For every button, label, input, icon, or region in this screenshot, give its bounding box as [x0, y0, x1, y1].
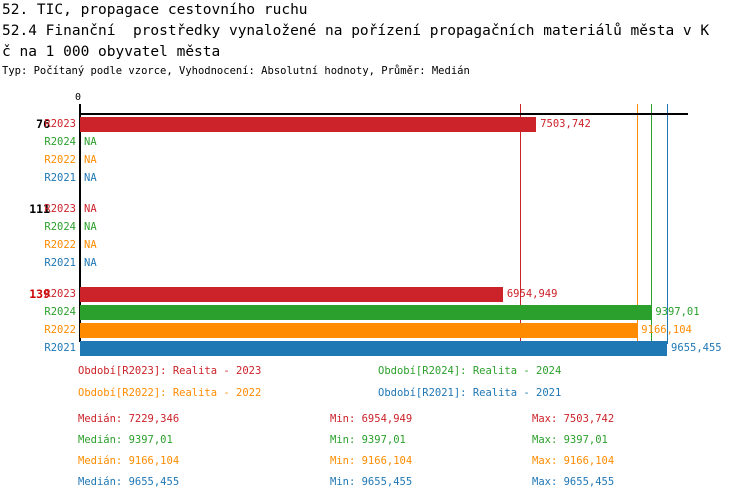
row-label-r2021: R2021	[44, 172, 76, 184]
row-label-r2021: R2021	[44, 342, 76, 354]
stat-min-r2024: Min: 9397,01	[330, 434, 406, 446]
bar-row: 76 R2023 7503,742	[0, 115, 750, 133]
bar-r2024[interactable]	[80, 305, 652, 320]
stat-min-r2023: Min: 6954,949	[330, 413, 413, 425]
stat-max-r2021: Max: 9655,455	[532, 476, 615, 488]
row-label-r2021: R2021	[44, 257, 76, 269]
bar-r2021[interactable]	[80, 341, 668, 356]
bar-value-na: NA	[84, 203, 97, 215]
median-reference-line-r2024	[651, 104, 653, 344]
stat-max-r2022: Max: 9166,104	[532, 455, 615, 467]
group-label: 139	[29, 287, 50, 301]
bar-row: R2021 NA	[0, 254, 750, 272]
stat-min-r2021: Min: 9655,455	[330, 476, 413, 488]
bar-row: R2024 9397,01	[0, 303, 750, 321]
bar-row: R2022 NA	[0, 236, 750, 254]
stat-median-r2024: Medián: 9397,01	[78, 434, 173, 446]
median-reference-line-r2021	[667, 104, 669, 344]
median-reference-line-r2022	[637, 104, 639, 344]
bar-row: R2022 9166,104	[0, 321, 750, 339]
plot-area: 0 76 R2023 7503,742 R2024 NA R2022 NA R2021 NA 11…	[0, 92, 750, 357]
bar-r2023[interactable]	[80, 117, 537, 132]
bar-value-na: NA	[84, 221, 97, 233]
legend-item-r2024: Období[R2024]: Realita - 2024	[378, 365, 562, 377]
stat-max-r2024: Max: 9397,01	[532, 434, 608, 446]
bar-row: R2024 NA	[0, 218, 750, 236]
chart-subtitle: Typ: Počítaný podle vzorce, Vyhodnocení:…	[2, 65, 470, 77]
page-title-line-2: 52.4 Finanční prostředky vynaložené na p…	[2, 23, 710, 39]
row-label-r2022: R2022	[44, 239, 76, 251]
legend-item-r2022: Období[R2022]: Realita - 2022	[78, 387, 262, 399]
bar-row: R2024 NA	[0, 133, 750, 151]
bar-value-label: 6954,949	[506, 288, 558, 300]
chart-legend: Období[R2023]: Realita - 2023 Období[R202…	[0, 362, 750, 402]
title-block: 52. TIC, propagace cestovního ruchu 52.4…	[2, 0, 748, 63]
stat-median-r2023: Medián: 7229,346	[78, 413, 180, 425]
row-label-r2024: R2024	[44, 221, 76, 233]
bar-value-label: 9166,104	[641, 324, 692, 336]
bar-row: R2022 NA	[0, 151, 750, 169]
row-label-r2024: R2024	[44, 136, 76, 148]
group-label: 111	[29, 202, 50, 216]
row-label-r2022: R2022	[44, 324, 76, 336]
stat-min-r2022: Min: 9166,104	[330, 455, 413, 467]
y-axis-line	[79, 104, 81, 342]
bar-value-na: NA	[84, 257, 97, 269]
bar-row: R2021 NA	[0, 169, 750, 187]
axis-tick-zero-label: 0	[75, 92, 82, 103]
bar-r2022[interactable]	[80, 323, 638, 338]
page-title-line-1: 52. TIC, propagace cestovního ruchu	[2, 2, 308, 18]
row-label-r2023: R2023	[44, 118, 76, 130]
legend-item-r2021: Období[R2021]: Realita - 2021	[378, 387, 562, 399]
x-axis-line	[79, 113, 688, 115]
stat-median-r2021: Medián: 9655,455	[78, 476, 180, 488]
bar-value-na: NA	[84, 154, 97, 166]
bar-row: R2021 9655,455	[0, 339, 750, 357]
row-label-r2022: R2022	[44, 154, 76, 166]
bar-row: 111 R2023 NA	[0, 200, 750, 218]
bar-value-na: NA	[84, 172, 97, 184]
bar-row: 139 R2023 6954,949	[0, 285, 750, 303]
bar-value-label: 9397,01	[655, 306, 700, 318]
stat-median-r2022: Medián: 9166,104	[78, 455, 180, 467]
bar-value-label: 7503,742	[540, 118, 591, 130]
stat-max-r2023: Max: 7503,742	[532, 413, 615, 425]
group-label: 76	[36, 117, 50, 131]
legend-item-r2023: Období[R2023]: Realita - 2023	[78, 365, 262, 377]
bar-value-na: NA	[84, 136, 97, 148]
bar-value-label: 9655,455	[671, 342, 722, 354]
bar-r2023[interactable]	[80, 287, 503, 302]
row-label-r2023: R2023	[44, 288, 76, 300]
bar-value-na: NA	[84, 239, 97, 251]
row-label-r2023: R2023	[44, 203, 76, 215]
median-reference-line-r2023	[519, 104, 521, 344]
page-title-line-3: č na 1 000 obyvatel města	[2, 44, 221, 60]
row-label-r2024: R2024	[44, 306, 76, 318]
